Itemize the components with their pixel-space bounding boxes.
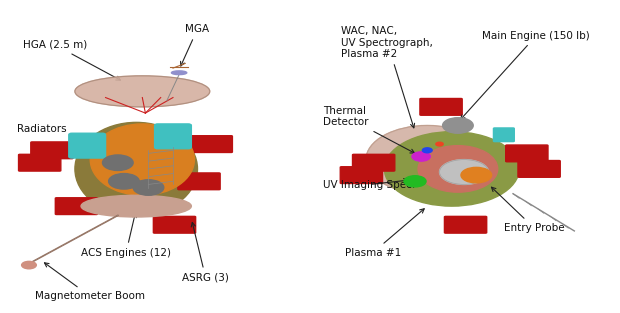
Circle shape	[440, 160, 489, 184]
FancyBboxPatch shape	[153, 216, 196, 233]
Circle shape	[22, 261, 37, 269]
Circle shape	[443, 118, 473, 133]
Circle shape	[108, 174, 140, 189]
Text: Plasma #1: Plasma #1	[345, 209, 424, 258]
Text: Magnetometer Boom: Magnetometer Boom	[35, 263, 145, 301]
Ellipse shape	[75, 76, 210, 107]
Circle shape	[404, 176, 426, 187]
Circle shape	[436, 142, 443, 146]
Ellipse shape	[75, 122, 198, 215]
Ellipse shape	[384, 132, 519, 206]
FancyBboxPatch shape	[69, 133, 105, 158]
Text: ACS Engines (12): ACS Engines (12)	[81, 213, 171, 258]
FancyBboxPatch shape	[190, 136, 232, 152]
Circle shape	[102, 155, 133, 171]
Circle shape	[422, 148, 432, 153]
FancyBboxPatch shape	[353, 154, 395, 171]
FancyBboxPatch shape	[340, 167, 383, 183]
FancyBboxPatch shape	[178, 173, 220, 190]
Text: Entry Probe: Entry Probe	[492, 187, 564, 233]
Text: Radiators: Radiators	[17, 124, 89, 141]
Circle shape	[133, 180, 164, 195]
FancyBboxPatch shape	[506, 145, 548, 162]
Text: Main Engine (150 lb): Main Engine (150 lb)	[461, 31, 590, 119]
Ellipse shape	[418, 146, 498, 192]
Text: ASRG (3): ASRG (3)	[182, 223, 229, 283]
FancyBboxPatch shape	[55, 198, 97, 214]
FancyBboxPatch shape	[31, 142, 73, 159]
FancyBboxPatch shape	[154, 124, 192, 149]
Text: Thermal
Detector: Thermal Detector	[323, 106, 415, 153]
Ellipse shape	[172, 71, 187, 74]
Circle shape	[461, 167, 492, 183]
FancyBboxPatch shape	[445, 216, 487, 233]
FancyBboxPatch shape	[19, 154, 61, 171]
FancyBboxPatch shape	[420, 99, 462, 115]
Ellipse shape	[81, 195, 192, 217]
Ellipse shape	[91, 124, 195, 195]
Text: UV Imaging Spec.: UV Imaging Spec.	[323, 179, 415, 190]
Circle shape	[412, 152, 430, 161]
Text: HGA (2.5 m): HGA (2.5 m)	[23, 40, 120, 80]
FancyBboxPatch shape	[518, 161, 560, 177]
Text: WAC, NAC,
UV Spectrograph,
Plasma #2: WAC, NAC, UV Spectrograph, Plasma #2	[342, 26, 433, 128]
Text: MGA: MGA	[180, 24, 210, 66]
FancyBboxPatch shape	[494, 128, 514, 141]
Ellipse shape	[366, 126, 489, 194]
